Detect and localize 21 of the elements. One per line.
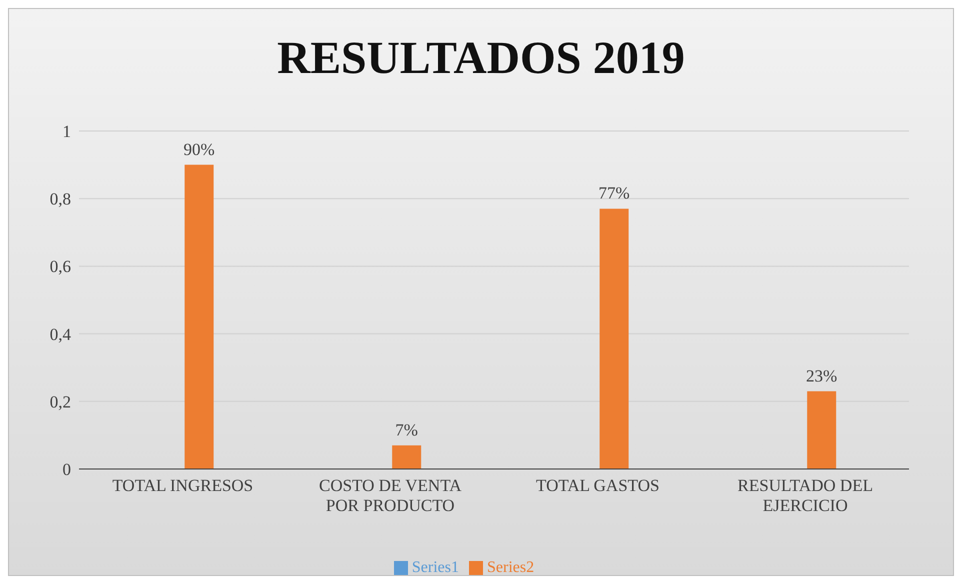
x-tick-label: TOTAL INGRESOS [112, 476, 254, 495]
x-tick-label: COSTO DE VENTA POR PRODUCTO [318, 476, 462, 515]
legend-label: Series1 [412, 559, 459, 576]
bar [392, 445, 422, 469]
y-tick-label: 1 [62, 122, 71, 142]
y-tick-label: 0,2 [50, 392, 71, 412]
chart-title: RESULTADOS 2019 [276, 31, 686, 85]
bar [600, 208, 629, 469]
data-label: 77% [598, 184, 630, 203]
y-tick-label: 0,8 [50, 190, 71, 209]
legend-label: Series2 [487, 559, 534, 576]
data-label: 23% [806, 366, 838, 386]
y-tick-label: 0,4 [50, 324, 72, 344]
bar [184, 164, 214, 469]
data-label: 7% [395, 420, 418, 440]
x-tick-label: TOTAL GASTOS [536, 476, 660, 495]
bar [807, 391, 836, 469]
y-tick-label: 0 [62, 460, 71, 480]
data-label: 90% [184, 140, 215, 159]
y-tick-label: 0,6 [50, 257, 71, 276]
x-tick-label: RESULTADO DEL EJERCICIO [738, 476, 873, 515]
